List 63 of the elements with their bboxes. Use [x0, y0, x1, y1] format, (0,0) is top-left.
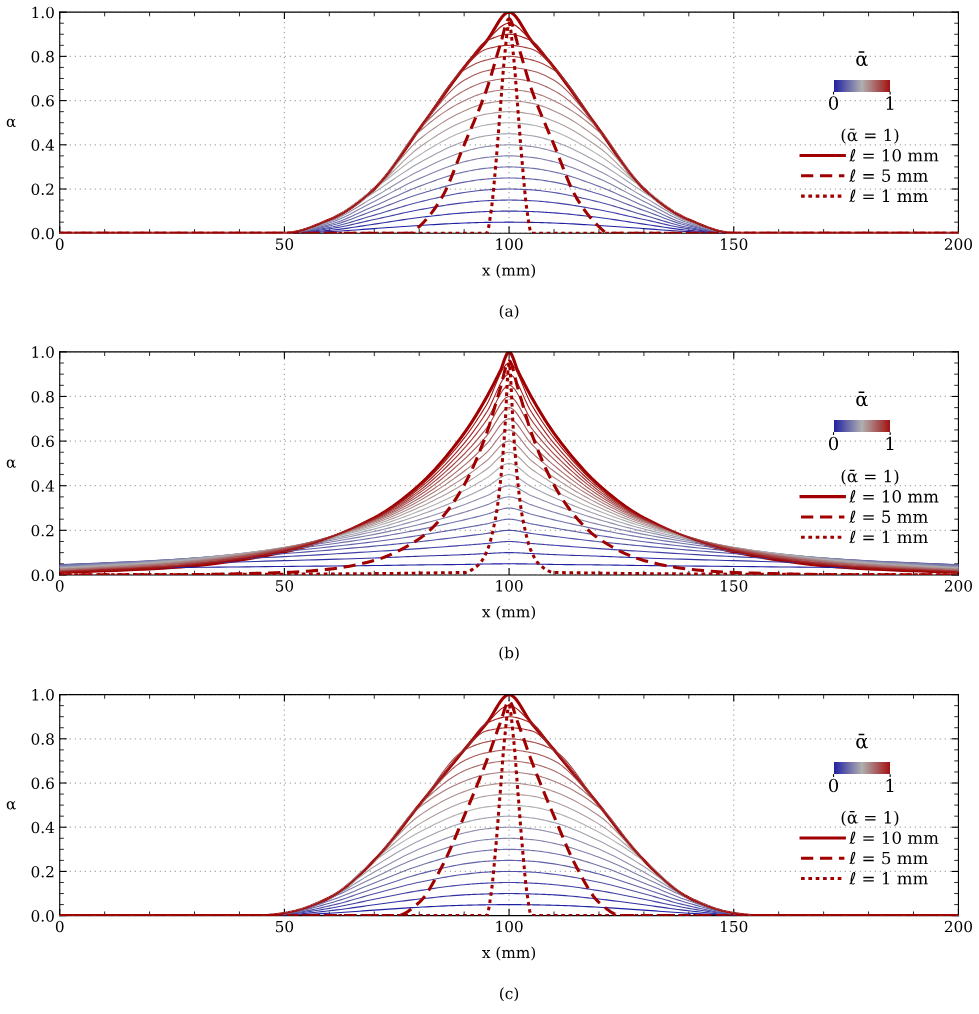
legend-label: ℓ = 1 mm: [849, 189, 928, 203]
y-tick-label: 0.8: [31, 50, 54, 63]
y-tick-label: 0.4: [31, 139, 55, 151]
legend-label: ℓ = 5 mm: [849, 851, 928, 865]
y-tick-label: 0.6: [31, 777, 54, 790]
color-bar-label: 0: [828, 778, 839, 793]
y-tick-label: 0.0: [31, 569, 54, 581]
y-tick-label: 1.0: [32, 6, 54, 19]
x-tick-label: 50: [275, 238, 294, 250]
x-tick-label: 0: [55, 238, 64, 250]
legend-label: ℓ = 10 mm: [849, 148, 939, 162]
y-tick-label: 0.4: [31, 821, 55, 834]
x-tick-label: 50: [275, 920, 294, 933]
text: (a): [499, 304, 519, 319]
y-tick-label: 0.4: [31, 480, 55, 492]
y-axis-title: α: [6, 801, 16, 810]
y-tick-label: 0.8: [31, 390, 54, 403]
color-bar-label: 0: [828, 436, 839, 451]
legend-label: ℓ = 10 mm: [849, 490, 939, 503]
y-axis-title: α: [6, 118, 16, 128]
y-tick-label: 1.0: [32, 346, 54, 358]
x-tick-label: 200: [944, 920, 973, 933]
color-bar-title: ᾱ: [856, 733, 868, 749]
x-tick-label: 150: [721, 580, 748, 592]
legend-label: ℓ = 5 mm: [849, 510, 928, 523]
x-tick-label: 200: [944, 238, 973, 250]
color-bar-title: ᾱ: [856, 51, 868, 67]
x-tick-label: 200: [944, 580, 973, 592]
color-bar-label: 0: [828, 96, 839, 110]
y-tick-label: 1.0: [32, 689, 54, 701]
legend-label: ℓ = 10 mm: [849, 831, 939, 845]
color-bar-label: 1: [886, 96, 894, 110]
x-tick-label: 100: [496, 238, 523, 250]
x-tick-label: 150: [721, 920, 748, 933]
x-tick-label: 100: [496, 580, 523, 592]
y-tick-label: 0.6: [31, 95, 54, 107]
y-tick-label: 0.2: [31, 524, 54, 537]
text: (c): [500, 987, 519, 1002]
color-bar-title: ᾱ: [856, 391, 868, 407]
x-axis-title: x (mm): [482, 946, 536, 961]
x-tick-label: 0: [55, 920, 64, 933]
legend-title: (ᾱ = 1): [841, 810, 899, 827]
y-tick-label: 0.2: [31, 183, 54, 196]
y-axis-title: α: [6, 459, 16, 468]
y-tick-label: 0.8: [31, 733, 54, 745]
y-tick-label: 0.0: [31, 910, 54, 922]
legend-title: (ᾱ = 1): [841, 128, 899, 144]
y-tick-label: 0.0: [31, 227, 54, 240]
x-axis-title: x (mm): [482, 605, 536, 620]
x-axis-title: x (mm): [482, 263, 536, 278]
x-tick-label: 50: [275, 580, 294, 592]
legend-label: ℓ = 1 mm: [849, 872, 928, 885]
color-bar-label: 1: [886, 436, 894, 451]
text: (b): [499, 646, 519, 661]
x-tick-label: 100: [496, 920, 523, 933]
legend-label: ℓ = 5 mm: [849, 169, 928, 182]
color-bar-label: 1: [886, 778, 894, 793]
y-tick-label: 0.2: [31, 865, 54, 878]
x-tick-label: 0: [55, 580, 64, 592]
y-tick-label: 0.6: [31, 435, 54, 448]
legend-label: ℓ = 1 mm: [849, 530, 928, 544]
x-tick-label: 150: [721, 238, 748, 250]
legend-title: (ᾱ = 1): [841, 469, 899, 485]
